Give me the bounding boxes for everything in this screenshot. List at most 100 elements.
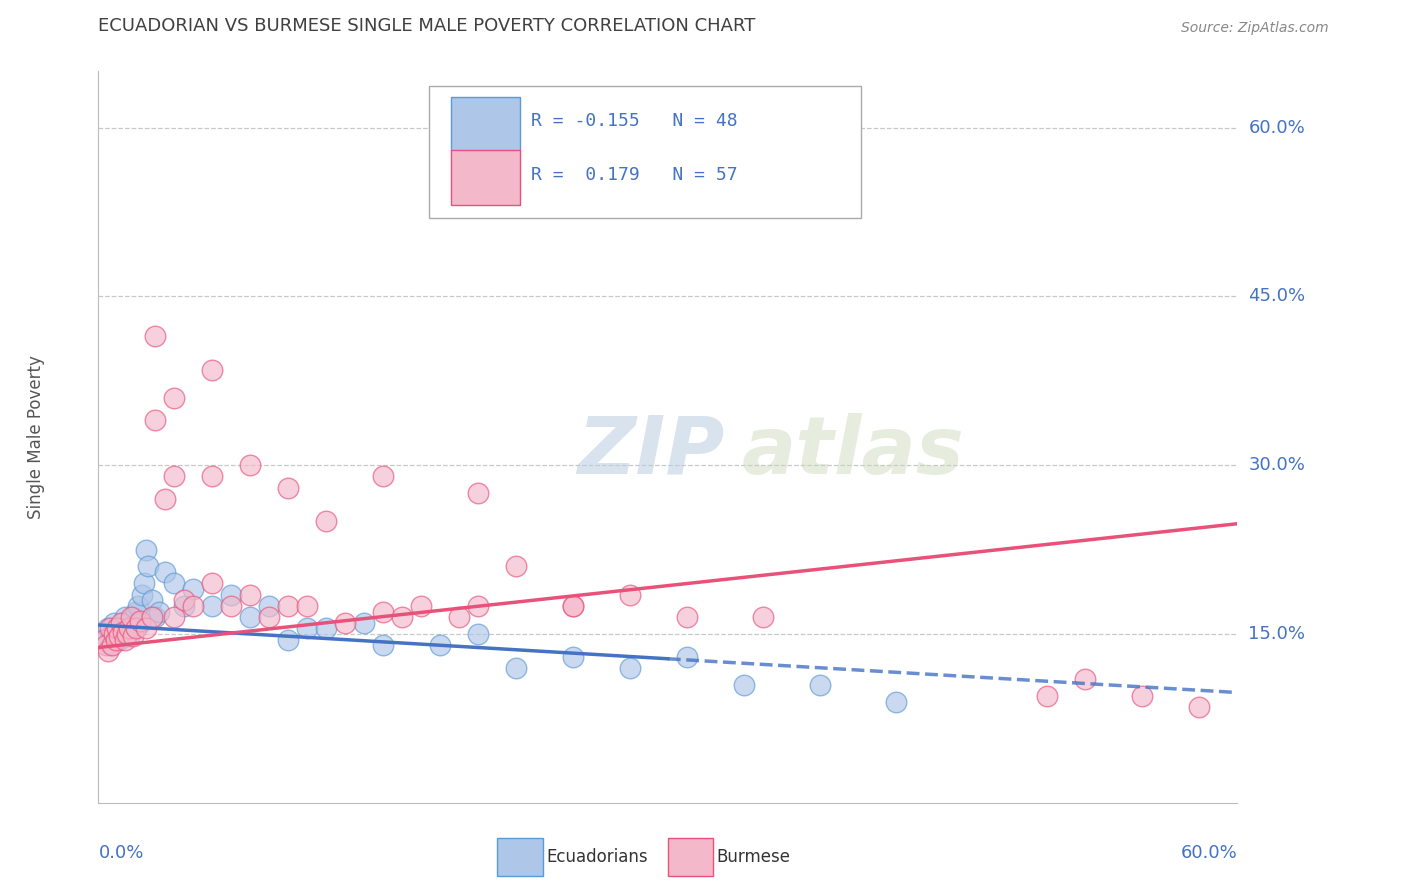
Point — [752, 610, 775, 624]
Point — [277, 481, 299, 495]
Point — [93, 632, 115, 647]
Point — [107, 621, 129, 635]
Point — [115, 621, 138, 635]
Point — [467, 627, 489, 641]
Point — [112, 615, 135, 630]
Point — [467, 486, 489, 500]
FancyBboxPatch shape — [498, 838, 543, 876]
Point — [115, 627, 138, 641]
Point — [125, 621, 148, 635]
Text: 30.0%: 30.0% — [1249, 456, 1305, 475]
Point — [391, 610, 413, 624]
Point — [97, 644, 120, 658]
Point — [141, 593, 163, 607]
Point — [411, 599, 433, 613]
Point — [277, 599, 299, 613]
Text: atlas: atlas — [742, 413, 965, 491]
Point — [97, 621, 120, 635]
Point — [183, 582, 205, 596]
Text: R =  0.179   N = 57: R = 0.179 N = 57 — [531, 166, 738, 185]
Point — [153, 565, 176, 579]
Point — [277, 632, 299, 647]
Text: 0.0%: 0.0% — [98, 845, 143, 863]
Point — [733, 678, 755, 692]
Text: 45.0%: 45.0% — [1249, 287, 1306, 305]
Point — [259, 610, 281, 624]
Point — [297, 599, 319, 613]
Point — [297, 621, 319, 635]
Point — [221, 599, 243, 613]
Point — [103, 627, 125, 641]
Point — [136, 559, 159, 574]
Point — [259, 599, 281, 613]
Point — [112, 624, 135, 639]
Point — [145, 328, 167, 343]
Point — [562, 649, 585, 664]
Text: ZIP: ZIP — [576, 413, 724, 491]
Point — [676, 649, 699, 664]
Point — [107, 621, 129, 635]
Point — [505, 559, 527, 574]
FancyBboxPatch shape — [451, 151, 520, 205]
Point — [315, 621, 337, 635]
Point — [110, 615, 132, 630]
Point — [98, 638, 121, 652]
Point — [125, 605, 148, 619]
Point — [163, 576, 186, 591]
Point — [120, 610, 142, 624]
Point — [201, 362, 224, 376]
Point — [619, 661, 641, 675]
Text: 15.0%: 15.0% — [1249, 625, 1305, 643]
Point — [98, 621, 121, 635]
Point — [884, 694, 907, 708]
Point — [239, 588, 262, 602]
Point — [141, 610, 163, 624]
Text: ECUADORIAN VS BURMESE SINGLE MALE POVERTY CORRELATION CHART: ECUADORIAN VS BURMESE SINGLE MALE POVERT… — [98, 17, 756, 35]
Point — [562, 599, 585, 613]
Point — [201, 576, 224, 591]
Point — [110, 627, 132, 641]
Point — [104, 632, 127, 647]
Point — [131, 588, 153, 602]
Point — [127, 599, 149, 613]
Point — [135, 621, 157, 635]
Point — [163, 610, 186, 624]
Point — [94, 638, 117, 652]
Text: Ecuadorians: Ecuadorians — [546, 848, 648, 866]
Point — [1188, 700, 1211, 714]
Point — [201, 469, 224, 483]
Point — [173, 593, 195, 607]
Text: R = -0.155   N = 48: R = -0.155 N = 48 — [531, 112, 738, 130]
Point — [120, 621, 142, 635]
Point — [371, 638, 394, 652]
Point — [429, 638, 451, 652]
Point — [135, 542, 157, 557]
Point — [335, 615, 357, 630]
Point — [114, 610, 136, 624]
FancyBboxPatch shape — [668, 838, 713, 876]
Point — [121, 629, 143, 643]
Point — [562, 599, 585, 613]
Point — [371, 605, 394, 619]
Point — [201, 599, 224, 613]
Point — [129, 614, 152, 628]
Point — [239, 458, 262, 473]
Point — [467, 599, 489, 613]
FancyBboxPatch shape — [451, 97, 520, 152]
Point — [100, 627, 122, 641]
Text: Single Male Poverty: Single Male Poverty — [27, 355, 45, 519]
Point — [100, 638, 122, 652]
Point — [676, 610, 699, 624]
Point — [145, 610, 167, 624]
Point — [114, 632, 136, 647]
Point — [148, 605, 170, 619]
Point — [1132, 689, 1154, 703]
Point — [1036, 689, 1059, 703]
Point — [153, 491, 176, 506]
Text: 60.0%: 60.0% — [1249, 119, 1305, 136]
Point — [371, 469, 394, 483]
Point — [315, 515, 337, 529]
Text: 60.0%: 60.0% — [1181, 845, 1237, 863]
Point — [108, 632, 131, 647]
Point — [353, 615, 375, 630]
